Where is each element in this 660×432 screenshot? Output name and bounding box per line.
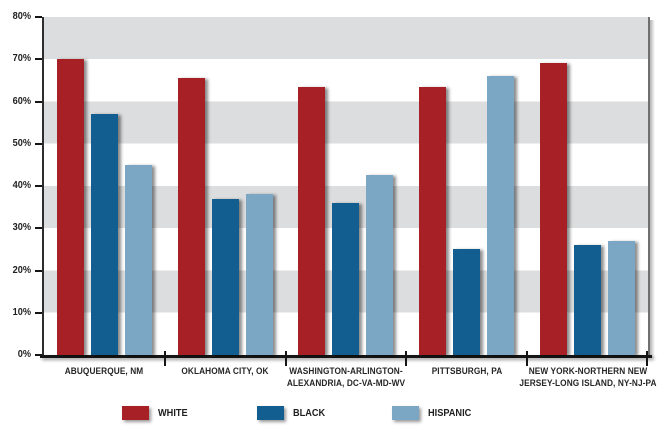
bar-black bbox=[453, 249, 481, 355]
x-axis-separator-tick bbox=[526, 351, 529, 366]
bar-hispanic bbox=[487, 76, 515, 355]
bar-white bbox=[56, 59, 84, 355]
y-axis-label: 30% bbox=[12, 222, 31, 234]
bar-hispanic bbox=[245, 194, 273, 355]
plot-area: ABUQUERQUE, NM OKLAHOMA CITY, OK WASHINGTO… bbox=[13, 11, 657, 388]
y-axis-tick bbox=[35, 185, 42, 187]
bar-hispanic bbox=[124, 164, 152, 355]
y-axis-label: 60% bbox=[12, 95, 31, 107]
y-axis-label: 0% bbox=[17, 349, 31, 360]
bar-white bbox=[298, 86, 326, 355]
bar-white bbox=[419, 86, 447, 355]
x-axis-label-line: WASHINGTON-ARLINGTON- bbox=[289, 366, 403, 376]
bar-hispanic bbox=[366, 175, 394, 355]
bar-group-new-york-northern-new-jersey-long-island: NEW YORK-NORTHERN NEW JERSEY-LONG ISLAND,… bbox=[519, 17, 656, 388]
x-axis-label-line: ALEXANDRIA, DC-VA-MD-WV bbox=[286, 378, 406, 389]
legend-item-hispanic: HISPANIC bbox=[392, 406, 475, 420]
y-axis-tick bbox=[35, 354, 42, 356]
y-axis-label: 70% bbox=[12, 53, 31, 65]
x-axis-label-line: OKLAHOMA CITY, OK bbox=[181, 366, 269, 376]
bar-black bbox=[90, 114, 118, 355]
x-axis-separator-tick bbox=[646, 351, 648, 366]
x-axis-label: ABUQUERQUE, NM bbox=[35, 365, 173, 377]
y-axis-tick bbox=[35, 16, 42, 18]
legend-item-white: WHITE bbox=[122, 406, 190, 420]
bar-white bbox=[540, 63, 568, 355]
black-swatch bbox=[257, 406, 284, 420]
y-axis-tick bbox=[35, 227, 42, 230]
hispanic-swatch bbox=[392, 406, 419, 420]
x-axis-line bbox=[40, 355, 652, 358]
x-axis-label: NEW YORK-NORTHERN NEW JERSEY-LONG ISLAND,… bbox=[519, 365, 657, 389]
plot-right-shadow bbox=[650, 20, 655, 358]
y-axis-label: 10% bbox=[12, 306, 31, 318]
y-axis-label: 80% bbox=[12, 11, 31, 22]
bar-group-pittsburgh-pa: PITTSBURGH, PA bbox=[406, 17, 527, 376]
x-axis-separator-tick bbox=[163, 351, 166, 366]
bar-black bbox=[332, 202, 360, 355]
x-axis-label: OKLAHOMA CITY, OK bbox=[156, 365, 294, 377]
legend: WHITE BLACK HISPANIC bbox=[0, 406, 660, 422]
bar-groups: ABUQUERQUE, NM OKLAHOMA CITY, OK WASHINGTO… bbox=[44, 17, 656, 388]
white-swatch bbox=[122, 406, 149, 420]
y-axis-tick bbox=[35, 58, 42, 61]
x-axis-separator-tick bbox=[284, 351, 287, 366]
y-axis-tick bbox=[35, 311, 42, 314]
y-axis-label: 50% bbox=[12, 137, 31, 149]
x-axis-label-line: NEW YORK-NORTHERN NEW bbox=[528, 366, 647, 376]
bar-group-abuquerque-nm: ABUQUERQUE, NM bbox=[44, 17, 165, 376]
bar-black bbox=[574, 245, 602, 355]
y-axis-tick bbox=[35, 142, 42, 145]
bar-black bbox=[211, 198, 239, 355]
y-axis-tick bbox=[35, 269, 42, 272]
x-axis-label: WASHINGTON-ARLINGTON- ALEXANDRIA, DC-VA-M… bbox=[277, 365, 415, 389]
y-axis-label: 40% bbox=[12, 180, 31, 191]
x-axis-label-line: PITTSBURGH, PA bbox=[431, 366, 503, 376]
y-axis-tick bbox=[35, 100, 42, 103]
legend-label: HISPANIC bbox=[428, 407, 472, 419]
y-axis-label: 20% bbox=[12, 264, 31, 276]
bar-hispanic bbox=[608, 240, 636, 355]
bar-group-oklahoma-city-ok: OKLAHOMA CITY, OK bbox=[165, 17, 286, 376]
x-axis-label-line: ABUQUERQUE, NM bbox=[65, 366, 144, 376]
bar-white bbox=[177, 78, 205, 355]
x-axis-label: PITTSBURGH, PA bbox=[398, 365, 536, 377]
x-axis-separator-tick bbox=[405, 351, 408, 366]
legend-item-black: BLACK bbox=[257, 406, 328, 420]
legend-label: BLACK bbox=[293, 407, 326, 419]
bar-group-washington-arlington-alexandria: WASHINGTON-ARLINGTON- ALEXANDRIA, DC-VA-M… bbox=[286, 17, 407, 388]
legend-label: WHITE bbox=[158, 407, 188, 419]
x-axis-label-line: JERSEY-LONG ISLAND, NY-NJ-PA bbox=[518, 378, 657, 389]
